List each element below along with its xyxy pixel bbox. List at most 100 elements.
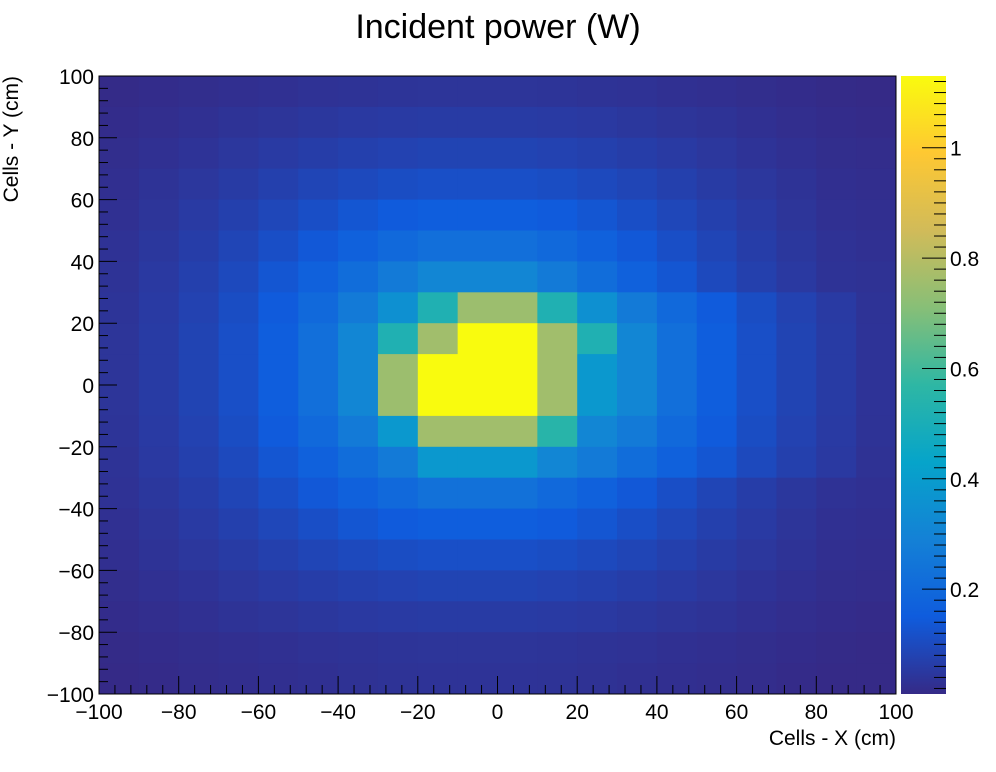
heatmap-cell bbox=[99, 570, 140, 602]
heatmap-cell bbox=[457, 570, 538, 602]
heatmap-cell bbox=[178, 168, 220, 201]
heatmap-cell bbox=[696, 415, 738, 448]
heatmap-cell bbox=[816, 76, 857, 108]
heatmap-cell bbox=[577, 601, 618, 633]
heatmap-cell bbox=[99, 508, 140, 540]
heatmap-cell bbox=[816, 230, 857, 262]
heatmap-cell bbox=[377, 477, 419, 510]
heatmap-cell bbox=[138, 354, 180, 417]
heatmap-cell bbox=[776, 76, 817, 108]
heatmap-cell bbox=[696, 106, 738, 139]
heatmap-cell bbox=[178, 261, 220, 293]
heatmap-cells bbox=[99, 76, 897, 695]
heatmap-cell bbox=[617, 76, 658, 108]
heatmap-cell bbox=[656, 415, 698, 448]
heatmap-cell bbox=[816, 323, 857, 355]
heatmap-cell bbox=[138, 539, 180, 571]
heatmap-cell bbox=[218, 261, 259, 293]
heatmap-cell bbox=[338, 292, 379, 324]
y-axis: −100 −80 −60 −40 −20 0 20 40 60 80 100 bbox=[47, 66, 117, 707]
heatmap-cell bbox=[577, 323, 618, 355]
heatmap-cell bbox=[377, 323, 419, 355]
heatmap-cell bbox=[99, 539, 140, 571]
heatmap-cell bbox=[617, 137, 658, 170]
heatmap-cell bbox=[258, 261, 299, 293]
heatmap-cell bbox=[138, 168, 180, 201]
heatmap-cell bbox=[417, 106, 459, 139]
heatmap-cell bbox=[138, 446, 180, 479]
heatmap-cell bbox=[816, 415, 857, 448]
heatmap-cell bbox=[457, 106, 538, 139]
heatmap-cell bbox=[577, 663, 618, 695]
heatmap-cell bbox=[816, 106, 857, 139]
heatmap-cell bbox=[298, 601, 339, 633]
heatmap-cell bbox=[776, 539, 817, 571]
heatmap-cell bbox=[457, 477, 538, 510]
heatmap-cell bbox=[617, 570, 658, 602]
heatmap-cell bbox=[856, 601, 897, 633]
heatmap-cell bbox=[99, 168, 140, 201]
heatmap-cell bbox=[656, 168, 698, 201]
heatmap-cell bbox=[218, 632, 259, 664]
heatmap-cell bbox=[736, 508, 777, 540]
heatmap-cell bbox=[417, 354, 459, 417]
x-tick-label: 40 bbox=[645, 701, 668, 724]
heatmap-cell bbox=[298, 106, 339, 139]
heatmap-cell bbox=[856, 570, 897, 602]
heatmap-cell bbox=[617, 323, 658, 355]
heatmap-cell bbox=[377, 508, 419, 540]
heatmap-cell bbox=[218, 601, 259, 633]
heatmap-cell bbox=[258, 570, 299, 602]
heatmap-cell bbox=[338, 230, 379, 262]
heatmap-cell bbox=[617, 539, 658, 571]
heatmap-cell bbox=[338, 632, 379, 664]
heatmap-cell bbox=[856, 106, 897, 139]
heatmap-cell bbox=[457, 292, 538, 324]
heatmap-cell bbox=[696, 570, 738, 602]
heatmap-cell bbox=[577, 106, 618, 139]
heatmap-cell bbox=[218, 446, 259, 479]
heatmap-cell bbox=[258, 446, 299, 479]
heatmap-cell bbox=[99, 230, 140, 262]
heatmap-cell bbox=[298, 508, 339, 540]
heatmap-cell bbox=[457, 76, 538, 108]
heatmap-cell bbox=[617, 261, 658, 293]
heatmap-cell bbox=[776, 508, 817, 540]
heatmap-cell bbox=[138, 570, 180, 602]
heatmap-cell bbox=[138, 261, 180, 293]
heatmap-cell bbox=[577, 415, 618, 448]
y-tick-label: −100 bbox=[47, 684, 94, 707]
heatmap-cell bbox=[816, 570, 857, 602]
heatmap-cell bbox=[138, 199, 180, 231]
heatmap-cell bbox=[776, 477, 817, 510]
heatmap-cell bbox=[816, 168, 857, 201]
heatmap-cell bbox=[457, 230, 538, 262]
heatmap-cell bbox=[816, 539, 857, 571]
heatmap-cell bbox=[856, 292, 897, 324]
heatmap-cell bbox=[736, 76, 777, 108]
heatmap-cell bbox=[656, 106, 698, 139]
y-tick-label: 20 bbox=[71, 313, 94, 336]
heatmap-cell bbox=[99, 477, 140, 510]
heatmap-cell bbox=[138, 230, 180, 262]
heatmap-cell bbox=[138, 292, 180, 324]
heatmap-cell bbox=[856, 137, 897, 170]
heatmap-cell bbox=[656, 539, 698, 571]
heatmap-cell bbox=[377, 632, 419, 664]
heatmap-cell bbox=[736, 106, 777, 139]
chart-title: Incident power (W) bbox=[355, 8, 640, 46]
heatmap-cell bbox=[856, 446, 897, 479]
y-tick-label: 80 bbox=[71, 128, 94, 151]
heatmap-cell bbox=[457, 261, 538, 293]
heatmap-cell bbox=[138, 663, 180, 695]
heatmap-cell bbox=[577, 477, 618, 510]
heatmap-cell bbox=[816, 663, 857, 695]
heatmap-cell bbox=[298, 323, 339, 355]
heatmap-cell bbox=[696, 323, 738, 355]
colorbar-tick-label: 0.6 bbox=[950, 358, 979, 381]
heatmap-cell bbox=[377, 168, 419, 201]
heatmap-cell bbox=[537, 663, 578, 695]
heatmap-cell bbox=[218, 663, 259, 695]
heatmap-cell bbox=[218, 230, 259, 262]
heatmap-cell bbox=[696, 508, 738, 540]
